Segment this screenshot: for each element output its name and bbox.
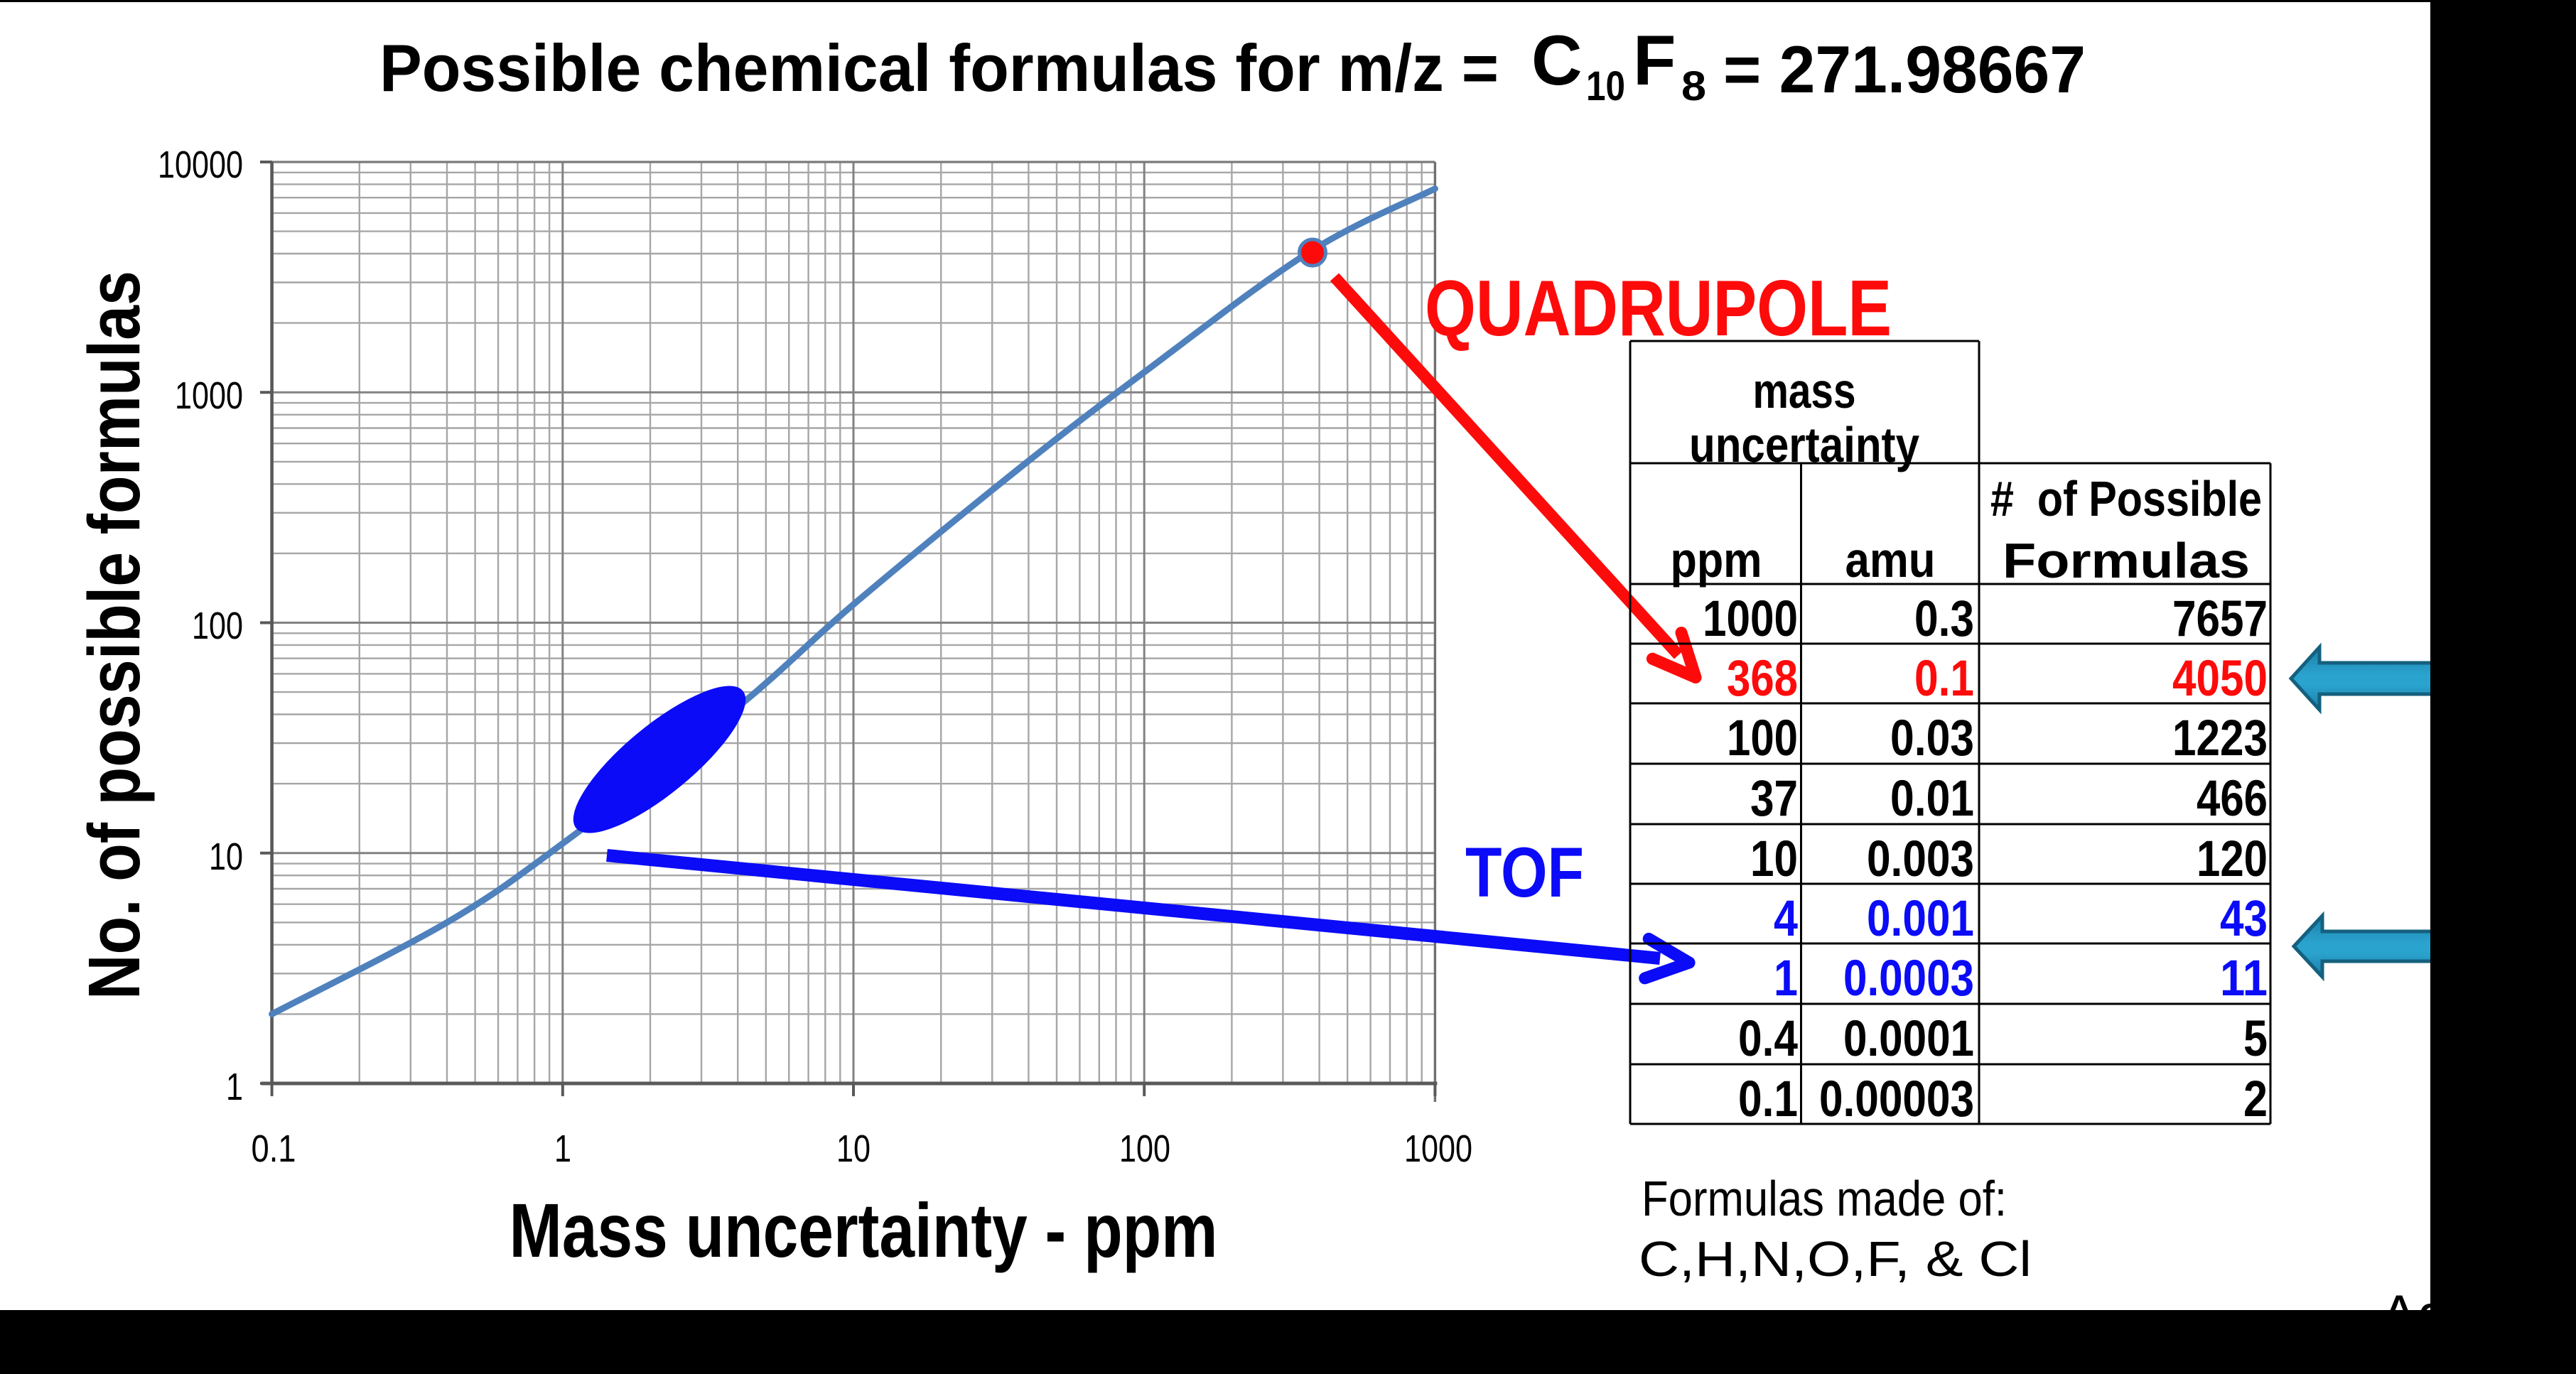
svg-text:4: 4 [1774, 891, 1798, 947]
svg-text:2: 2 [2243, 1071, 2268, 1127]
svg-text:0.003: 0.003 [1867, 831, 1974, 887]
svg-text:= 271.98667: = 271.98667 [1723, 32, 2086, 107]
svg-text:Mass uncertainty - ppm: Mass uncertainty - ppm [510, 1187, 1218, 1273]
svg-text:0.03: 0.03 [1890, 710, 1974, 767]
svg-text:1000: 1000 [175, 374, 243, 417]
svg-text:1000: 1000 [1703, 591, 1798, 647]
svg-text:10: 10 [1750, 831, 1798, 887]
svg-text:11: 11 [2220, 951, 2268, 1007]
svg-text:1: 1 [1774, 951, 1798, 1007]
svg-text:1: 1 [226, 1066, 243, 1108]
svg-text:Possible chemical formulas for: Possible chemical formulas for m/z = [379, 31, 1499, 105]
svg-text:466: 466 [2197, 771, 2268, 827]
svg-text:43: 43 [2220, 891, 2268, 947]
svg-text:10: 10 [836, 1127, 871, 1170]
svg-text:QUADRUPOLE: QUADRUPOLE [1425, 264, 1892, 352]
svg-text:100: 100 [1727, 710, 1798, 767]
svg-text:4050: 4050 [2172, 651, 2268, 707]
svg-text:ppm: ppm [1671, 532, 1762, 588]
svg-text:10000: 10000 [158, 144, 243, 186]
svg-text:37: 37 [1750, 771, 1798, 827]
svg-text:0.3: 0.3 [1914, 591, 1974, 647]
svg-text:1: 1 [554, 1127, 571, 1170]
svg-text:0.4: 0.4 [1738, 1011, 1798, 1067]
svg-text:1223: 1223 [2172, 710, 2268, 767]
svg-text:10: 10 [1586, 63, 1625, 109]
svg-text:120: 120 [2197, 831, 2268, 887]
svg-text:100: 100 [1119, 1127, 1170, 1170]
svg-text:368: 368 [1727, 651, 1798, 707]
svg-text:C: C [1531, 21, 1583, 99]
svg-text:1000: 1000 [1404, 1127, 1472, 1170]
svg-text:F: F [1633, 21, 1676, 99]
svg-text:10: 10 [209, 835, 243, 878]
svg-text:100: 100 [192, 605, 243, 647]
svg-text:amu: amu [1845, 532, 1936, 588]
svg-text:uncertainty: uncertainty [1689, 417, 1919, 472]
svg-text:0.001: 0.001 [1867, 891, 1974, 947]
svg-text:0.1: 0.1 [1914, 651, 1974, 707]
svg-text:Formulas made of:: Formulas made of: [1642, 1171, 2007, 1226]
svg-text:0.1: 0.1 [252, 1127, 296, 1170]
svg-text:7657: 7657 [2172, 591, 2268, 647]
svg-text:Formulas: Formulas [2003, 533, 2250, 588]
svg-text:mass: mass [1753, 363, 1856, 418]
svg-text:No. of possible formulas: No. of possible formulas [73, 271, 155, 1000]
svg-text:5: 5 [2243, 1011, 2268, 1067]
svg-text:0.1: 0.1 [1738, 1071, 1798, 1127]
svg-text:8: 8 [1681, 63, 1706, 109]
svg-text:0.00003: 0.00003 [1819, 1071, 1974, 1127]
svg-text:# of Possible: # of Possible [1990, 471, 2262, 526]
svg-text:0.0001: 0.0001 [1843, 1011, 1974, 1067]
svg-text:C,H,N,O,F, & Cl: C,H,N,O,F, & Cl [1639, 1231, 2032, 1287]
svg-text:0.01: 0.01 [1890, 771, 1974, 827]
svg-text:0.0003: 0.0003 [1843, 951, 1974, 1007]
svg-text:TOF: TOF [1465, 833, 1584, 912]
